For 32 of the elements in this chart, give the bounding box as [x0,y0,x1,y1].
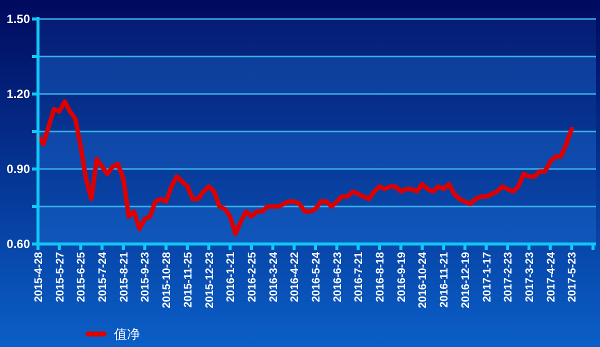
x-tick-label: 2015-6-25 [76,252,88,302]
y-tick-label: 1.20 [6,87,30,102]
y-tick-label: 0.60 [6,237,30,252]
x-tick-label: 2015-4-28 [33,252,45,302]
x-tick-label: 2016-8-18 [374,252,387,302]
x-tick-label: 2017-2-23 [502,252,515,302]
x-tick-label: 2017-5-23 [566,252,579,302]
x-tick-label: 2016-9-19 [396,252,408,302]
x-tick-label: 2015-7-24 [97,251,110,302]
x-tick-label: 2016-1-21 [225,252,238,302]
x-tick-label: 2015-10-28 [161,252,174,308]
x-tick-label: 2015-12-23 [204,252,216,308]
x-tick-label: 2016-3-24 [268,251,280,302]
x-tick-label: 2015-9-23 [140,252,152,302]
legend-label: 值净 [114,326,140,342]
line-series [36,99,574,236]
y-tick-label: 0.90 [6,162,30,176]
x-tick-label: 2015-11-25 [182,252,194,308]
x-tick-label: 2016-4-22 [289,252,302,302]
x-tick-label: 2016-10-24 [417,251,430,308]
x-tick-label: 2016-5-24 [310,251,322,302]
x-tick-label: 2017-4-24 [545,251,558,302]
x-tick-label: 2016-6-23 [332,252,344,302]
x-tick-label: 2017-1-17 [481,252,494,302]
y-tick-label: 1.50 [6,12,30,26]
x-tick-label: 2015-5-27 [54,252,66,302]
x-tick-label: 2015-8-21 [118,252,130,302]
x-tick-label: 2016-2-25 [246,252,258,302]
x-tick-label: 2016-12-19 [460,252,472,308]
x-tick-label: 2016-7-21 [353,252,366,302]
x-tick-label: 2016-11-21 [438,252,451,308]
x-tick-label: 2017-3-23 [524,252,536,302]
